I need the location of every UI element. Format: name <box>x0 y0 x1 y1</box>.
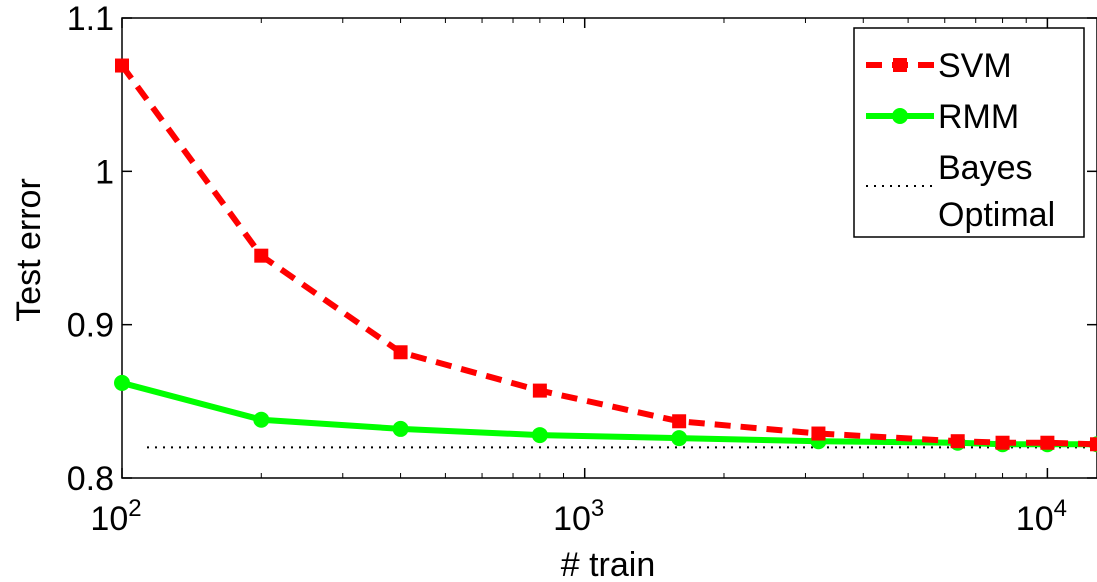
data-point-rmm <box>253 411 270 428</box>
y-tick-label: 0.9 <box>67 307 114 345</box>
x-tick-label: 103 <box>553 495 604 538</box>
x-tick-label: 102 <box>90 495 141 538</box>
legend-label-bayes-optimal: Bayes <box>938 149 1033 187</box>
series-svm <box>115 58 1097 452</box>
x-tick-label: 104 <box>1016 495 1067 538</box>
legend-label-svm: SVM <box>938 47 1012 85</box>
y-axis-label: Test error <box>10 178 48 322</box>
plot-area-border <box>121 17 1097 479</box>
data-point-rmm <box>671 430 688 447</box>
x-axis-label: # train <box>561 546 656 582</box>
legend-item-bayes-optimal: Bayes Optimal <box>866 149 1055 234</box>
data-point-svm <box>1040 435 1055 450</box>
data-point-svm <box>811 426 826 441</box>
series-line-svm <box>119 63 1097 448</box>
legend-item-svm: SVM <box>866 47 1012 85</box>
legend-label-rmm: RMM <box>938 98 1019 136</box>
legend-label-bayes-optimal: Optimal <box>938 196 1055 234</box>
y-tick-label: 0.8 <box>67 460 114 498</box>
data-point-svm <box>995 435 1010 450</box>
legend-marker-svm <box>893 58 907 72</box>
legend: SVM RMM Bayes Optimal <box>853 27 1085 238</box>
axes-frame <box>121 17 1097 479</box>
y-tick-label: 1.1 <box>67 0 114 38</box>
data-point-svm <box>393 345 408 360</box>
data-point-svm <box>254 248 269 263</box>
legend-item-rmm: RMM <box>866 98 1019 136</box>
data-point-svm <box>115 58 129 73</box>
axis-ticks: 0.8 0.9 1 1.1 102 103 104 <box>67 0 1097 538</box>
y-tick-label: 1 <box>95 153 114 191</box>
series-layer <box>114 58 1097 453</box>
data-point-svm <box>1090 437 1097 452</box>
data-point-svm <box>950 434 965 449</box>
series-line-rmm <box>121 379 1097 448</box>
data-point-svm <box>532 383 547 398</box>
data-point-rmm <box>531 427 548 444</box>
data-point-rmm <box>392 420 409 437</box>
data-point-rmm <box>114 374 130 391</box>
data-point-svm <box>672 414 687 429</box>
legend-marker-rmm <box>892 108 908 124</box>
